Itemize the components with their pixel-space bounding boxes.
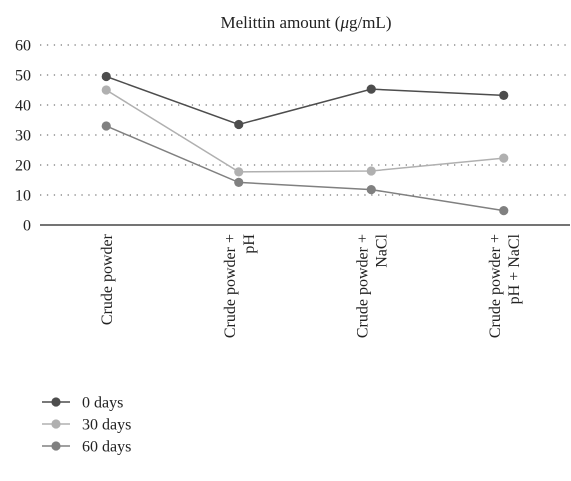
series-group	[101, 71, 509, 216]
data-point	[366, 166, 376, 176]
y-tick-label: 60	[15, 38, 31, 55]
x-tick-label: pH + NaCl	[506, 233, 523, 304]
data-point	[366, 84, 376, 94]
data-point	[366, 185, 376, 195]
x-tick-label: Crude powder +	[487, 234, 504, 338]
x-tick-label: pH	[241, 234, 258, 254]
legend-marker	[51, 397, 61, 407]
data-point	[101, 121, 111, 131]
series-line	[105, 89, 504, 173]
data-point	[234, 177, 244, 187]
y-tick-label: 10	[15, 188, 31, 205]
data-point	[499, 90, 509, 100]
x-tick-label: Crude powder	[99, 233, 116, 325]
legend-label: 0 days	[82, 395, 123, 412]
legend-label: 30 days	[82, 417, 131, 434]
series-line	[105, 75, 504, 126]
chart-title-part: μ	[339, 13, 349, 32]
legend-marker	[51, 441, 61, 451]
legend-marker	[51, 419, 61, 429]
y-tick-label: 20	[15, 158, 31, 175]
legend: 0 days 30 days 60 days	[42, 395, 131, 456]
y-axis: 0 10 20 30 40 50 60	[15, 38, 31, 235]
series-line	[105, 125, 504, 212]
data-point	[234, 167, 244, 177]
grid-lines	[40, 44, 570, 196]
y-tick-label: 30	[15, 128, 31, 145]
data-point	[499, 153, 509, 163]
y-tick-label: 0	[23, 218, 31, 235]
x-tick-label: Crude powder +	[354, 234, 371, 338]
x-axis: Crude powder Crude powder + pH Crude powder…	[40, 224, 570, 338]
data-point	[499, 206, 509, 216]
data-point	[101, 85, 111, 95]
chart-title: Melittin amount (μg/mL)	[221, 13, 392, 32]
x-tick-label: NaCl	[373, 233, 390, 267]
y-tick-label: 40	[15, 98, 31, 115]
legend-label: 60 days	[82, 439, 131, 456]
data-point	[101, 71, 111, 82]
y-tick-label: 50	[15, 68, 31, 85]
chart-title-part: Melittin amount (	[221, 13, 341, 32]
x-tick-label: Crude powder +	[222, 234, 239, 338]
data-point	[234, 119, 244, 130]
chart-title-part: g/mL)	[349, 13, 392, 32]
